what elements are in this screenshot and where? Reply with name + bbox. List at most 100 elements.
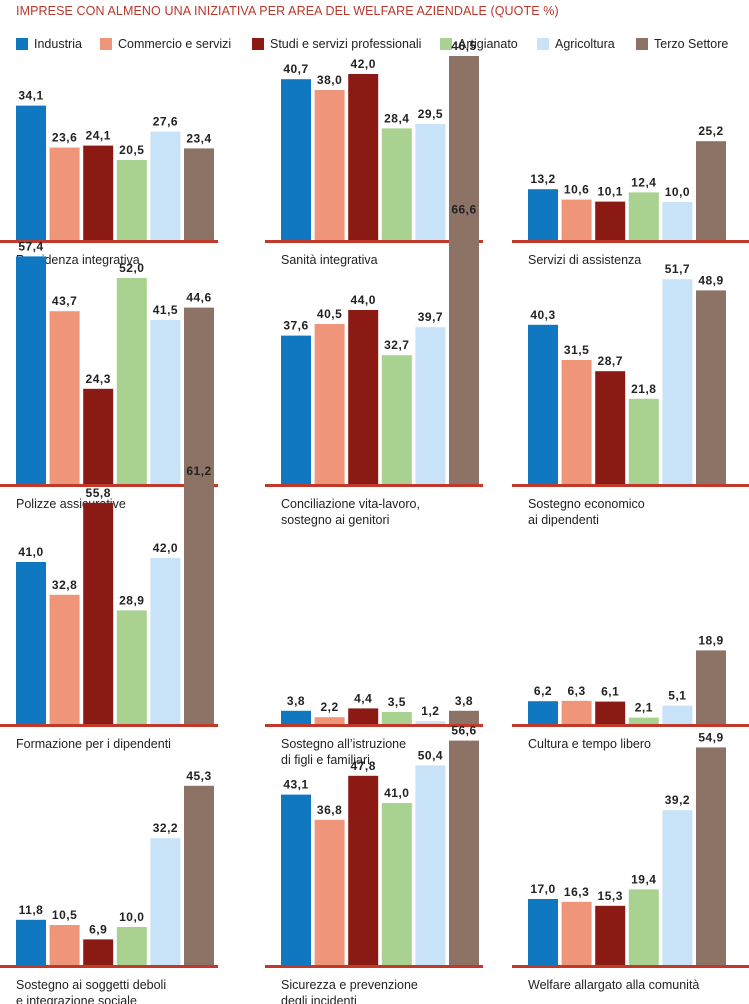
bar bbox=[116, 278, 147, 486]
legend-swatch bbox=[100, 38, 112, 50]
bar-chart-panel: 13,2 10,6 10,1 12,4 10,0 25,2 Servizi di assis… bbox=[512, 124, 749, 267]
baseline bbox=[0, 965, 218, 968]
panel-title: Servizi di assistenza bbox=[528, 253, 641, 267]
data-label: 6,2 bbox=[534, 684, 552, 698]
bar bbox=[83, 388, 114, 486]
bar bbox=[281, 794, 311, 967]
bar bbox=[415, 765, 446, 967]
data-label: 6,1 bbox=[601, 685, 619, 699]
data-label: 28,7 bbox=[598, 354, 623, 368]
data-label: 12,4 bbox=[631, 175, 656, 189]
panel-title: Previdenza integrativa bbox=[16, 253, 140, 267]
data-label: 42,0 bbox=[351, 57, 376, 71]
data-label: 34,1 bbox=[18, 89, 43, 103]
bar bbox=[116, 610, 147, 726]
bar bbox=[595, 371, 626, 486]
panel-title-line: Cultura e tempo libero bbox=[528, 737, 651, 751]
panel-title-line: di figli e familiari bbox=[281, 753, 370, 767]
bar bbox=[449, 56, 479, 242]
bar bbox=[528, 324, 558, 486]
data-label: 11,8 bbox=[19, 903, 44, 917]
bar bbox=[381, 128, 412, 242]
bar bbox=[150, 838, 181, 967]
data-label: 55,8 bbox=[86, 486, 111, 500]
data-label: 39,2 bbox=[665, 793, 690, 807]
data-label: 10,5 bbox=[52, 908, 77, 922]
baseline bbox=[265, 484, 483, 487]
bar bbox=[314, 717, 345, 726]
bar bbox=[116, 160, 147, 242]
data-label: 47,8 bbox=[351, 759, 376, 773]
data-label: 21,8 bbox=[631, 382, 656, 396]
bar bbox=[595, 905, 626, 967]
data-label: 23,4 bbox=[186, 131, 211, 145]
bar bbox=[628, 717, 659, 726]
panel-title: Cultura e tempo libero bbox=[528, 737, 651, 751]
panel-title-line: e integrazione sociale bbox=[16, 994, 137, 1004]
bar bbox=[696, 141, 726, 242]
data-label: 42,0 bbox=[153, 541, 178, 555]
data-label: 56,6 bbox=[451, 724, 476, 738]
panel-title-line: Welfare allargato alla comunità bbox=[528, 978, 699, 992]
bar bbox=[16, 919, 46, 967]
data-label: 17,0 bbox=[530, 882, 555, 896]
legend-swatch bbox=[636, 38, 648, 50]
data-label: 5,1 bbox=[668, 689, 686, 703]
bar bbox=[348, 74, 379, 242]
data-label: 37,6 bbox=[283, 319, 308, 333]
panel-title: Welfare allargato alla comunità bbox=[528, 978, 699, 992]
panel-title: Formazione per i dipendenti bbox=[16, 737, 171, 751]
legend-label: Commercio e servizi bbox=[118, 37, 232, 51]
data-label: 38,0 bbox=[317, 73, 342, 87]
panel-title: Sostegno all’istruzione di figli e famili… bbox=[281, 737, 406, 767]
data-label: 32,8 bbox=[52, 578, 77, 592]
bar bbox=[628, 889, 659, 967]
data-label: 19,4 bbox=[631, 872, 656, 886]
data-label: 39,7 bbox=[418, 310, 443, 324]
baseline bbox=[265, 724, 483, 727]
bar-chart-panel: 43,1 36,8 47,8 41,0 50,4 56,6 Sicurezza e prev… bbox=[265, 724, 483, 1004]
panel-title-line: degli incidenti bbox=[281, 994, 357, 1004]
data-label: 10,0 bbox=[119, 910, 144, 924]
bar bbox=[595, 701, 626, 726]
bar bbox=[449, 740, 479, 967]
panel-title-line: sostegno ai genitori bbox=[281, 513, 389, 527]
bar bbox=[116, 927, 147, 967]
bar bbox=[449, 219, 479, 486]
data-label: 10,0 bbox=[665, 185, 690, 199]
baseline bbox=[512, 965, 749, 968]
bar bbox=[662, 202, 693, 242]
data-label: 18,9 bbox=[698, 633, 723, 647]
bar bbox=[628, 192, 659, 242]
data-label: 3,5 bbox=[388, 695, 406, 709]
data-label: 24,1 bbox=[86, 129, 111, 143]
data-label: 46,5 bbox=[451, 39, 476, 53]
bar bbox=[415, 124, 446, 242]
panel-title-line: Conciliazione vita-lavoro, bbox=[281, 497, 420, 511]
data-label: 2,2 bbox=[321, 700, 339, 714]
bar bbox=[561, 360, 592, 486]
bar-chart-panel: 40,7 38,0 42,0 28,4 29,5 46,5 Sanità integrati… bbox=[265, 39, 483, 267]
data-label: 41,0 bbox=[384, 786, 409, 800]
data-label: 32,2 bbox=[153, 821, 178, 835]
data-label: 13,2 bbox=[530, 172, 555, 186]
chart-title: IMPRESE CON ALMENO UNA INIZIATIVA PER AR… bbox=[16, 4, 559, 18]
data-label: 40,3 bbox=[530, 308, 555, 322]
bar bbox=[561, 199, 592, 242]
panel-title: Sanità integrativa bbox=[281, 253, 378, 267]
baseline bbox=[0, 484, 218, 487]
data-label: 41,0 bbox=[18, 545, 43, 559]
bar bbox=[348, 775, 379, 967]
bar-chart-panel: 34,1 23,6 24,1 20,5 27,6 23,4 Previdenza integ… bbox=[0, 89, 218, 267]
bar bbox=[16, 105, 46, 242]
bar-chart-panel: 37,6 40,5 44,0 32,7 39,7 66,6 Conciliazione vi… bbox=[265, 203, 483, 527]
bar bbox=[561, 700, 592, 726]
panel-title: Conciliazione vita-lavoro, sostegno ai ge… bbox=[281, 497, 420, 527]
baseline bbox=[512, 240, 749, 243]
bar bbox=[381, 803, 412, 967]
bar bbox=[314, 90, 345, 242]
bar bbox=[449, 710, 479, 726]
bar bbox=[381, 712, 412, 726]
